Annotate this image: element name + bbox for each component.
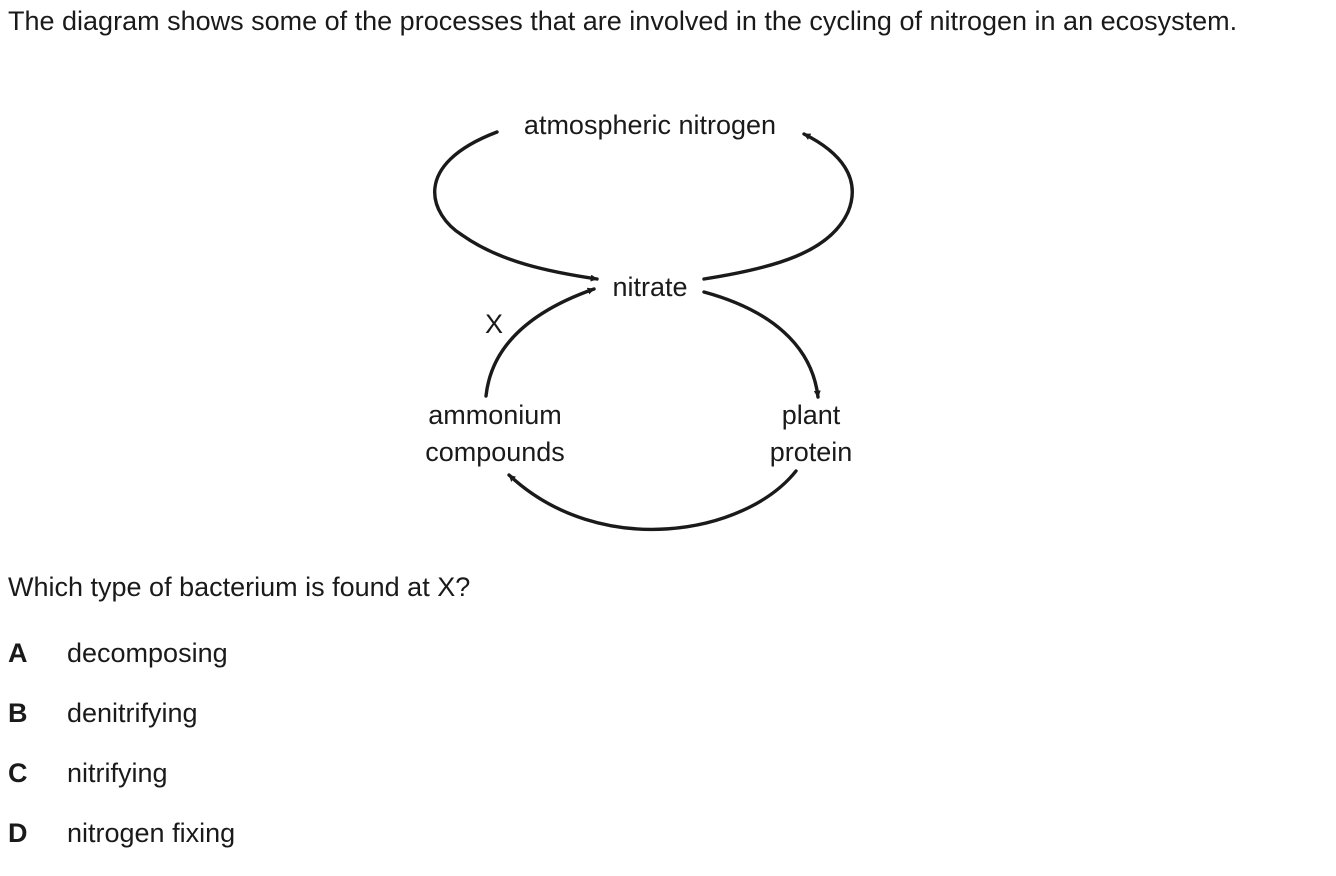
option-text: nitrogen fixing xyxy=(67,818,236,848)
answer-options: A decomposing B denitrifying C nitrifyin… xyxy=(8,636,235,876)
atmosphere-to-nitrate-arrow xyxy=(433,130,599,282)
option-c[interactable]: C nitrifying xyxy=(8,756,235,816)
atmospheric-nitrogen-label: atmospheric nitrogen xyxy=(524,110,776,140)
nitrate-to-plant-arrow xyxy=(702,290,821,399)
plant-protein-label-line1: plant xyxy=(782,400,841,430)
ammonium-to-nitrate-arrow xyxy=(484,287,596,398)
option-letter: C xyxy=(8,758,28,788)
option-letter: A xyxy=(8,638,28,668)
plant-protein-label-line2: protein xyxy=(770,437,853,467)
nitrate-label: nitrate xyxy=(612,272,687,302)
option-text: decomposing xyxy=(67,638,228,668)
option-text: nitrifying xyxy=(67,758,168,788)
question-text: Which type of bacterium is found at X? xyxy=(8,572,471,602)
ammonium-compounds-label-line2: compounds xyxy=(425,437,565,467)
intro-text: The diagram shows some of the processes … xyxy=(8,6,1238,36)
option-text: denitrifying xyxy=(67,698,198,728)
option-d[interactable]: D nitrogen fixing xyxy=(8,816,235,876)
ammonium-compounds-label-line1: ammonium xyxy=(428,400,562,430)
option-letter: D xyxy=(8,818,28,848)
option-b[interactable]: B denitrifying xyxy=(8,696,235,756)
option-a[interactable]: A decomposing xyxy=(8,636,235,696)
x-label: X xyxy=(485,309,503,339)
plant-to-ammonium-arrow xyxy=(507,469,798,531)
nitrogen-cycle-diagram: atmospheric nitrogen nitrate X ammonium … xyxy=(425,110,854,531)
nitrate-to-atmosphere-arrow xyxy=(702,132,854,281)
option-letter: B xyxy=(8,698,28,728)
